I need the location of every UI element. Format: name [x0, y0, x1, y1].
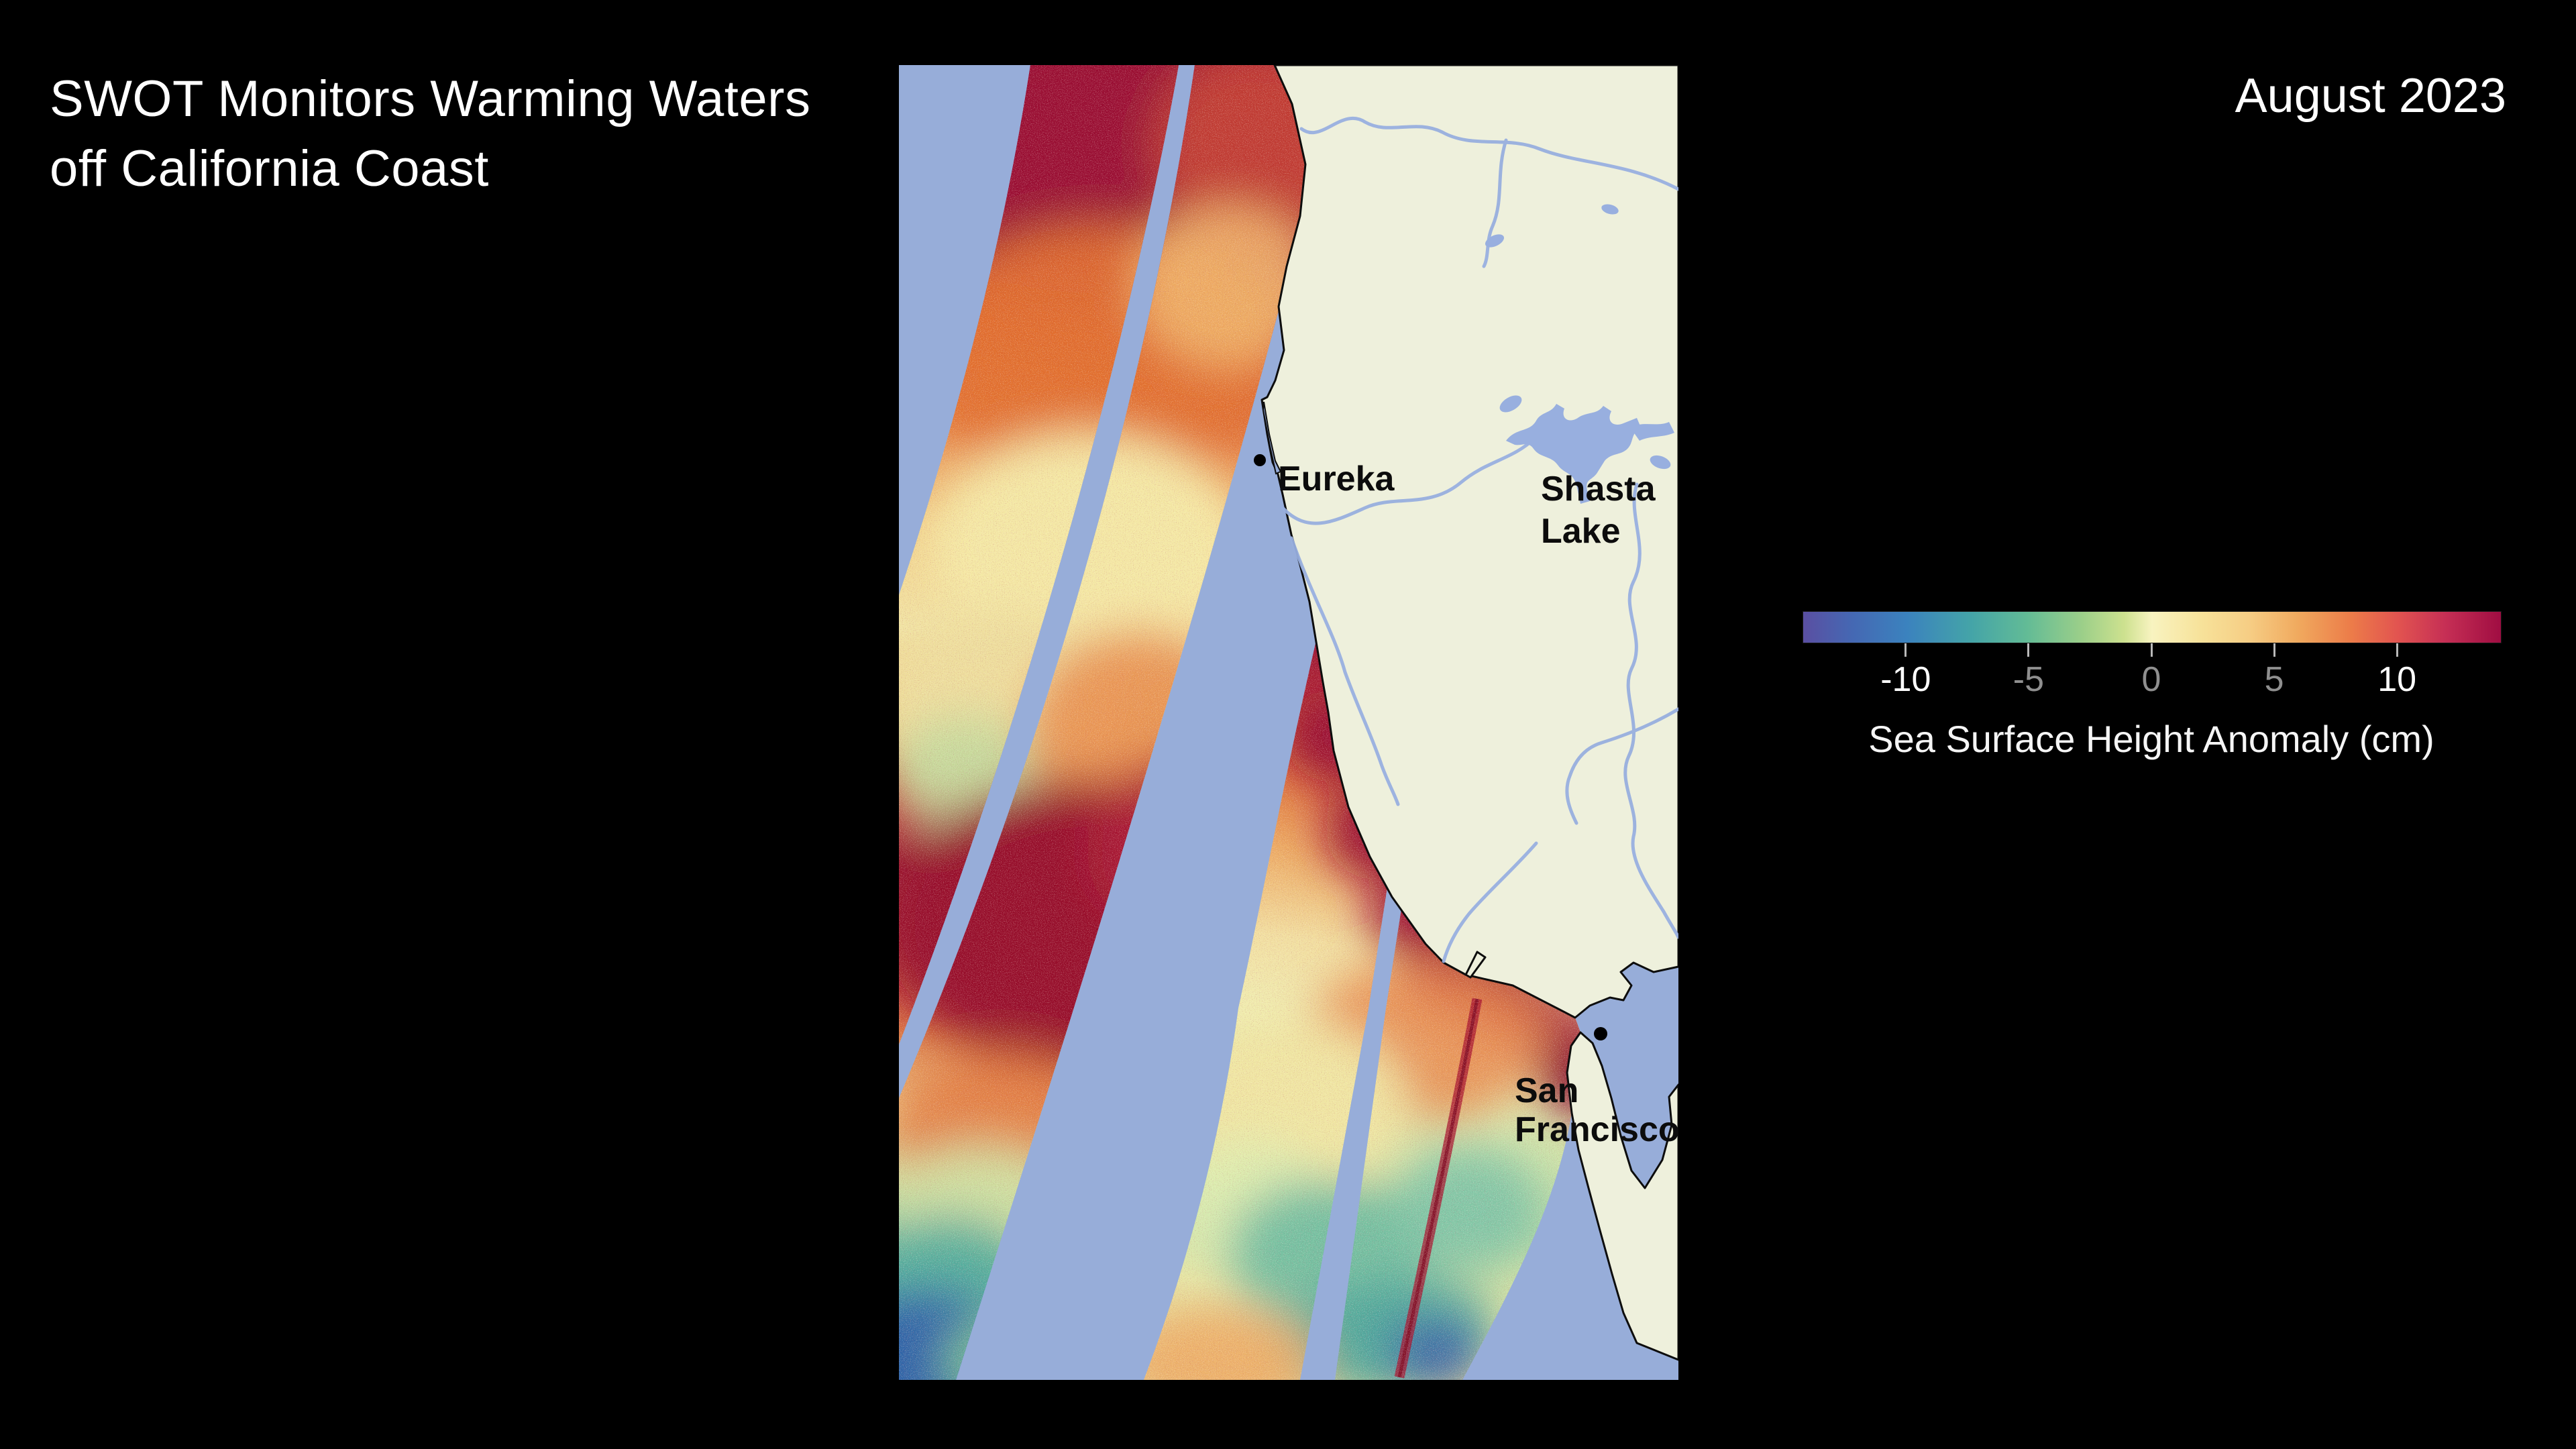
tick-mark--5	[2027, 643, 2030, 657]
reservoir	[1485, 234, 1505, 248]
point-reyes-spit	[1464, 951, 1487, 979]
river	[1482, 138, 1508, 268]
tick-mark-10	[2396, 643, 2398, 657]
landmass	[1260, 65, 1678, 1361]
tick-mark-0	[2150, 643, 2153, 657]
eureka-dot	[1254, 454, 1266, 466]
date-label: August 2023	[2235, 69, 2506, 123]
land-north	[1260, 65, 1678, 1019]
label-eureka: Eureka	[1278, 460, 1395, 498]
tick-mark--10	[1904, 643, 1907, 657]
label-shasta-line1: Shasta	[1541, 470, 1656, 508]
tick-label-5: 5	[2264, 660, 2284, 699]
label-sf-line2: Francisco	[1515, 1110, 1678, 1149]
tick-label--10: -10	[1880, 660, 1931, 699]
tick-label-0: 0	[2141, 660, 2161, 699]
label-shasta-line2: Lake	[1541, 512, 1621, 551]
page-title-line1: SWOT Monitors Warming Waters	[50, 70, 811, 127]
land-south-bay-area	[1566, 1031, 1678, 1361]
tick-label-10: 10	[2377, 660, 2417, 699]
shasta-lake	[1485, 204, 1674, 504]
page-title-line2: off California Coast	[50, 140, 489, 197]
san-francisco-dot	[1594, 1027, 1607, 1040]
map-labels: Eureka Shasta Lake San Francisco	[1278, 460, 1678, 1149]
tick-label--5: -5	[2012, 660, 2045, 699]
river	[1281, 436, 1537, 525]
colorbar-legend: -10 -5 0 5 10 Sea Surface Height Anomaly (cm…	[1803, 611, 2502, 761]
tick-mark-5	[2273, 643, 2275, 657]
colorbar-ticks: -10 -5 0 5 10	[1803, 643, 2500, 708]
map-panel: Eureka Shasta Lake San Francisco	[899, 65, 1678, 1380]
nadir-gap	[1300, 870, 1407, 1380]
reservoir	[1601, 204, 1619, 215]
page-title: SWOT Monitors Warming Waters off Califor…	[50, 64, 810, 204]
city-markers	[1254, 454, 1607, 1040]
river	[1565, 707, 1678, 825]
label-sf-line1: San	[1515, 1071, 1578, 1110]
river	[1442, 841, 1538, 963]
river	[1299, 116, 1678, 191]
river	[1289, 536, 1400, 806]
coastal-map: Eureka Shasta Lake San Francisco	[899, 65, 1678, 1380]
colorbar	[1803, 611, 2502, 643]
colorbar-caption: Sea Surface Height Anomaly (cm)	[1868, 718, 2434, 760]
river	[1623, 482, 1678, 939]
humboldt-bay	[1262, 401, 1282, 475]
rivers	[1281, 116, 1678, 963]
